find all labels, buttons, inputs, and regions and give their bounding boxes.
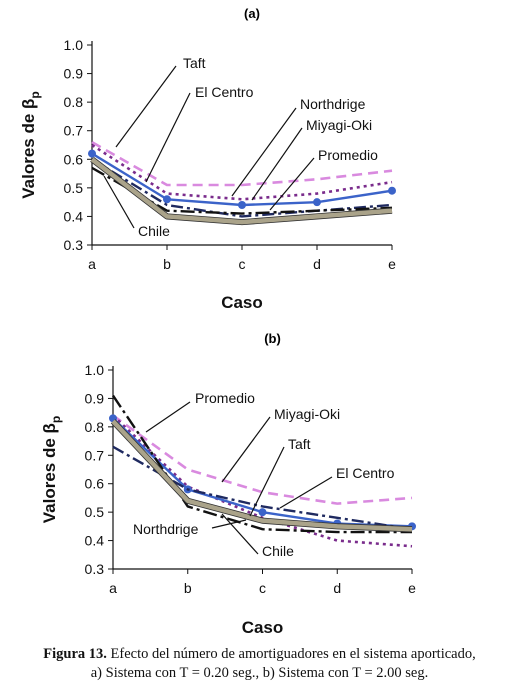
annotation-chile: Chile (262, 543, 294, 559)
caption-label: Figura 13. (43, 646, 107, 662)
series-line-taft (91, 141, 393, 187)
y-tick-label: 1.0 (64, 37, 84, 53)
y-axis-title: Valores de βp (40, 416, 63, 524)
annotation-leader-el-centro (279, 476, 333, 509)
y-tick-label: 0.7 (64, 123, 84, 139)
caption-line1: Efecto del número de amortiguadores en e… (110, 646, 476, 662)
y-tick-label: 1.0 (85, 362, 105, 378)
annotation-northdrige: Northdrige (300, 96, 366, 112)
series-point-northdrige (388, 186, 396, 195)
annotation-leader-chile (103, 175, 135, 229)
x-tick-label: a (88, 256, 96, 272)
annotation-leader-promedio (145, 401, 191, 433)
y-tick-label: 0.5 (64, 180, 84, 196)
y-tick-label: 0.3 (64, 237, 84, 253)
series-line-chile (90, 157, 393, 225)
figure-caption: Figura 13. Efecto del número de amortigu… (0, 645, 519, 683)
caption-line2: a) Sistema con T = 0.20 seg., b) Sistema… (90, 665, 429, 681)
x-tick-label: c (259, 580, 266, 596)
annotation-miyagi-oki: Miyagi-Oki (274, 406, 340, 422)
y-tick-label: 0.9 (85, 390, 105, 406)
series-point-northdrige (88, 149, 96, 158)
annotation-leader-promedio (269, 157, 315, 211)
annotation-leader-taft (115, 65, 177, 148)
figure-13: (a) 0.3 0.4 0.5 0.6 0.7 0.8 0.9 1.0 a b c d e Caso Valo… (19, 6, 416, 637)
panel-label: (b) (264, 331, 281, 346)
y-tick-label: 0.5 (85, 504, 105, 520)
x-axis-title: Caso (221, 293, 263, 312)
y-tick-label: 0.4 (64, 208, 84, 224)
annotation-leader-taft (249, 446, 285, 517)
y-tick-label: 0.6 (85, 476, 105, 492)
annotation-northdrige: Northdrige (133, 521, 199, 537)
x-tick-label: c (239, 256, 246, 272)
annotation-taft: Taft (288, 436, 311, 452)
chart-panel-b: (b) 0.3 0.4 0.5 0.6 0.7 0.8 0.9 1.0 a b c d e Caso Valo… (40, 331, 416, 637)
x-tick-label: e (388, 256, 396, 272)
annotation-leader-miyagi-oki (251, 127, 303, 201)
x-tick-label: d (333, 580, 341, 596)
y-tick-label: 0.7 (85, 447, 105, 463)
y-tick-label: 0.3 (85, 561, 105, 577)
x-tick-label: d (313, 256, 321, 272)
series-point-northdrige (163, 195, 171, 204)
annotation-leader-northdrige (231, 107, 297, 197)
y-tick-label: 0.8 (64, 94, 84, 110)
x-axis-title: Caso (242, 618, 284, 637)
annotation-taft: Taft (183, 55, 206, 71)
y-tick-label: 0.8 (85, 419, 105, 435)
annotation-promedio: Promedio (195, 390, 255, 406)
annotation-el-centro: El Centro (336, 465, 395, 481)
x-tick-label: a (109, 580, 117, 596)
annotation-miyagi-oki: Miyagi-Oki (306, 117, 372, 133)
annotation-leader-northdrige (211, 519, 247, 529)
chart-panel-a: (a) 0.3 0.4 0.5 0.6 0.7 0.8 0.9 1.0 a b c d e Caso Valo… (19, 6, 396, 312)
annotation-chile: Chile (138, 223, 170, 239)
annotation-leader-miyagi-oki (221, 416, 271, 483)
x-tick-label: b (163, 256, 171, 272)
series-point-northdrige (238, 201, 246, 209)
y-tick-label: 0.9 (64, 66, 84, 82)
x-tick-label: b (184, 580, 192, 596)
y-tick-label: 0.4 (85, 533, 105, 549)
series-line-chile (111, 419, 413, 532)
x-tick-label: e (408, 580, 416, 596)
annotation-leader-chile (221, 513, 259, 555)
y-tick-label: 0.6 (64, 151, 84, 167)
panel-label: (a) (244, 6, 260, 21)
series-line-promedio (112, 394, 412, 534)
annotation-promedio: Promedio (318, 147, 378, 163)
series-point-northdrige (258, 508, 267, 517)
annotation-leader-el-centro (145, 92, 191, 183)
annotation-el-centro: El Centro (195, 84, 254, 100)
series-point-northdrige (313, 198, 321, 207)
y-axis-title: Valores de βp (19, 91, 42, 199)
